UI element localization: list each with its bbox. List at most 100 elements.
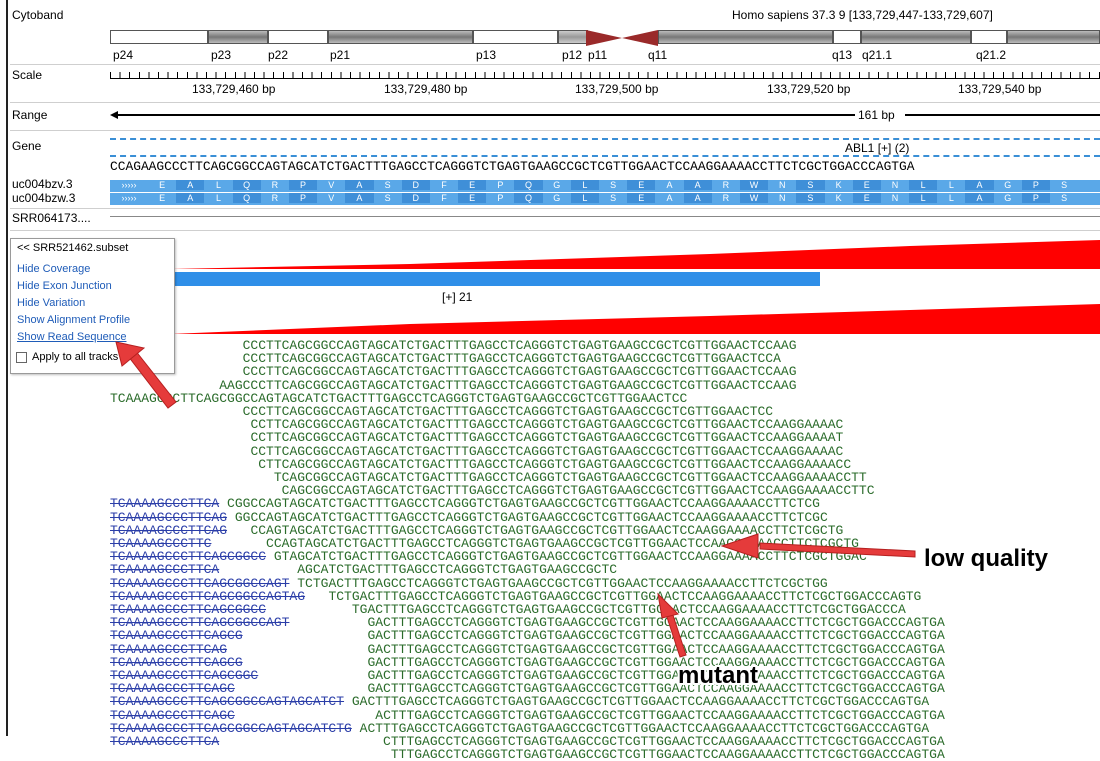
amino-acid: N bbox=[778, 193, 786, 203]
scale-ruler bbox=[110, 72, 1100, 79]
read-row[interactable]: TCAAAAGCCCTTCAG CCAGTAGCATCTGACTTTGAGCCT… bbox=[110, 523, 844, 537]
amino-acid: A bbox=[176, 193, 205, 203]
amino-acid: A bbox=[965, 193, 994, 203]
amino-acid: R bbox=[271, 193, 279, 203]
amino-acid: E bbox=[627, 180, 656, 190]
amino-acid: A bbox=[666, 180, 673, 190]
band-label: q21.2 bbox=[976, 48, 1007, 62]
gene-dashed-line bbox=[110, 138, 1100, 140]
coverage-count[interactable]: [+] 21 bbox=[442, 290, 473, 304]
amino-acid: V bbox=[328, 193, 335, 203]
amino-acid: A bbox=[965, 180, 994, 190]
amino-acid: S bbox=[1061, 180, 1068, 190]
band-label: p13 bbox=[476, 48, 497, 62]
amino-acid: A bbox=[666, 193, 673, 203]
amino-acid: G bbox=[553, 180, 561, 190]
apply-all-checkbox[interactable] bbox=[16, 352, 27, 363]
amino-acid: S bbox=[610, 193, 617, 203]
track-context-menu[interactable]: << SRR521462.subset Hide Coverage Hide E… bbox=[10, 238, 175, 374]
read-row[interactable]: CCCTTCAGCGGCCAGTAGCATCTGACTTTGAGCCTCAGGG… bbox=[242, 405, 774, 418]
amino-acid: S bbox=[796, 193, 825, 203]
read-row[interactable]: TCAAAAGCCCTTCAGCGGCCAGTAGCATCTG ACTTTGAG… bbox=[110, 721, 930, 735]
menu-item-hide-variation[interactable]: Hide Variation bbox=[17, 297, 86, 309]
read-row[interactable]: TCAAAAGCCCTTCAGCGGCCAGT TCTGACTTTGAGCCTC… bbox=[110, 576, 828, 590]
scale-tick-label: 133,729,460 bp bbox=[192, 82, 276, 96]
amino-acid: S bbox=[796, 180, 825, 190]
amino-acid: P bbox=[497, 180, 504, 190]
read-row[interactable]: TCAAAAGCCCTTCAGCGGCC GTAGCATCTGACTTTGAGC… bbox=[110, 550, 867, 564]
amino-acid: A bbox=[345, 193, 374, 203]
amino-acid: W bbox=[739, 180, 769, 190]
band-label: q21.1 bbox=[862, 48, 893, 62]
menu-title[interactable]: << SRR521462.subset bbox=[17, 242, 129, 254]
read-row[interactable]: TCAAAAGCCCTTCAGC ACTTTGAGCCTCAGGGTCTGAGT… bbox=[110, 708, 945, 722]
track-label: SRR064173.... bbox=[12, 211, 91, 225]
range-label: Range bbox=[12, 108, 48, 122]
transcript-track-uc004bzw[interactable]: ››››› E A L Q R P V A S D F E P Q G L S E A A R W N S K E N L L A G P S bbox=[110, 193, 1100, 205]
amino-acid: L bbox=[215, 180, 221, 190]
read-row[interactable]: TCAAAAGCCCTTCA AGCATCTGACTTTGAGCCTCAGGGT… bbox=[110, 563, 618, 577]
read-row[interactable]: TCAAAAGCCCTTCAGCGGCCAGTAG TCTGACTTTGAGCC… bbox=[110, 589, 922, 603]
gene-dashed-line bbox=[110, 155, 1100, 157]
amino-acid: K bbox=[835, 193, 842, 203]
coverage-graph[interactable] bbox=[10, 236, 1100, 336]
cytoband-label: Cytoband bbox=[12, 8, 64, 22]
gene-name[interactable]: ABL1 [+] (2) bbox=[845, 141, 910, 155]
apply-all-label[interactable]: Apply to all tracks bbox=[32, 351, 119, 363]
read-row[interactable]: TCAAAAGCCCTTCAG GACTTTGAGCCTCAGGGTCTGAGT… bbox=[110, 642, 945, 656]
scale-tick-label: 133,729,500 bp bbox=[575, 82, 659, 96]
read-row[interactable]: TCAAAAGCCCTTCA CTTTGAGCCTCAGGGTCTGAGTGAA… bbox=[110, 735, 945, 748]
amino-acid: A bbox=[683, 180, 712, 190]
read-row[interactable]: TCAAAAGCCCTTCAGCG GACTTTGAGCCTCAGGGTCTGA… bbox=[110, 655, 945, 669]
amino-acid: S bbox=[1061, 193, 1068, 203]
menu-item-show-alignment-profile[interactable]: Show Alignment Profile bbox=[17, 314, 131, 326]
amino-acid: R bbox=[722, 193, 730, 203]
read-row[interactable]: AAGCCCTTCAGCGGCCAGTAGCATCTGACTTTGAGCCTCA… bbox=[219, 378, 797, 392]
amino-acid: R bbox=[722, 180, 730, 190]
read-row[interactable]: TCAAAAGCCCTTCAGCGGC GACTTTGAGCCTCAGGGTCT… bbox=[110, 669, 945, 682]
read-row[interactable]: TCAAAAGCCCTTCAGCGGCC TGACTTTGAGCCTCAGGGT… bbox=[110, 603, 906, 616]
transcript-track-uc004bzv[interactable]: ››››› E A L Q R P V A S D F E P Q G L S E A A R W N S K E N L L A G P S bbox=[110, 180, 1100, 192]
mutant-annotation: mutant bbox=[678, 662, 758, 689]
track-baseline bbox=[110, 216, 1100, 217]
amino-acid: K bbox=[835, 180, 842, 190]
band-label: p22 bbox=[268, 48, 289, 62]
amino-acid: A bbox=[345, 180, 374, 190]
amino-acid: F bbox=[441, 180, 447, 190]
read-row[interactable]: CTTCAGCGGCCAGTAGCATCTGACTTTGAGCCTCAGGGTC… bbox=[258, 457, 852, 471]
read-row[interactable]: CCCTTCAGCGGCCAGTAGCATCTGACTTTGAGCCTCAGGG… bbox=[242, 339, 797, 352]
read-row[interactable]: CAGCGGCCAGTAGCATCTGACTTTGAGCCTCAGGGTCTGA… bbox=[281, 484, 875, 498]
chromosome-ideogram[interactable] bbox=[110, 30, 1100, 46]
amino-acid: P bbox=[1021, 193, 1050, 203]
read-row[interactable]: TCAAAAGCCCTTCAGCG GACTTTGAGCCTCAGGGTCTGA… bbox=[110, 629, 945, 643]
scale-tick-label: 133,729,520 bp bbox=[767, 82, 851, 96]
read-row[interactable]: TCAAAAGCCCTTCAG GGCCAGTAGCATCTGACTTTGAGC… bbox=[110, 510, 828, 524]
read-row[interactable]: TCAAAAGCCCTTCAGCGGCCAGT GACTTTGAGCCTCAGG… bbox=[110, 616, 945, 630]
read-row[interactable]: CCTTCAGCGGCCAGTAGCATCTGACTTTGAGCCTCAGGGT… bbox=[250, 431, 844, 445]
menu-item-hide-exon-junction[interactable]: Hide Exon Junction bbox=[17, 280, 112, 292]
amino-acid: E bbox=[852, 193, 881, 203]
amino-acid: G bbox=[1004, 193, 1012, 203]
read-row[interactable]: TCAGCGGCCAGTAGCATCTGACTTTGAGCCTCAGGGTCTG… bbox=[273, 471, 867, 484]
amino-acid: L bbox=[570, 193, 599, 203]
menu-item-show-read-sequence[interactable]: Show Read Sequence bbox=[17, 331, 127, 343]
amino-acid: Q bbox=[232, 193, 261, 203]
amino-acid: R bbox=[271, 180, 279, 190]
gene-label: Gene bbox=[12, 139, 42, 153]
band-label: p21 bbox=[330, 48, 351, 62]
read-row[interactable]: TCAAAGCCCTTCAGCGGCCAGTAGCATCTGACTTTGAGCC… bbox=[110, 391, 688, 405]
amino-acid: A bbox=[683, 193, 712, 203]
read-row[interactable]: CCTTCAGCGGCCAGTAGCATCTGACTTTGAGCCTCAGGGT… bbox=[250, 418, 844, 432]
read-row[interactable]: CCCTTCAGCGGCCAGTAGCATCTGACTTTGAGCCTCAGGG… bbox=[242, 365, 797, 379]
read-row[interactable]: TCAAAAGCCCTTCAGCGGCCAGTAGCATCT GACTTTGAG… bbox=[110, 695, 930, 709]
read-row[interactable]: TTTGAGCCTCAGGGTCTGAGTGAAGCCGCTCGTTGGAACT… bbox=[390, 748, 945, 761]
read-row[interactable]: TCAAAAGCCCTTC CCAGTAGCATCTGACTTTGAGCCTCA… bbox=[110, 537, 859, 550]
read-row[interactable]: CCCTTCAGCGGCCAGTAGCATCTGACTTTGAGCCTCAGGG… bbox=[242, 352, 781, 366]
read-row[interactable]: TCAAAAGCCCTTCA CGGCCAGTAGCATCTGACTTTGAGC… bbox=[110, 497, 820, 511]
amino-acid: L bbox=[909, 193, 938, 203]
read-row[interactable]: TCAAAAGCCCTTCAGC GACTTTGAGCCTCAGGGTCTGAG… bbox=[110, 682, 945, 696]
read-row[interactable]: CCTTCAGCGGCCAGTAGCATCTGACTTTGAGCCTCAGGGT… bbox=[250, 444, 844, 458]
amino-acid: F bbox=[441, 193, 447, 203]
amino-acid: D bbox=[401, 193, 430, 203]
menu-item-hide-coverage[interactable]: Hide Coverage bbox=[17, 263, 91, 275]
